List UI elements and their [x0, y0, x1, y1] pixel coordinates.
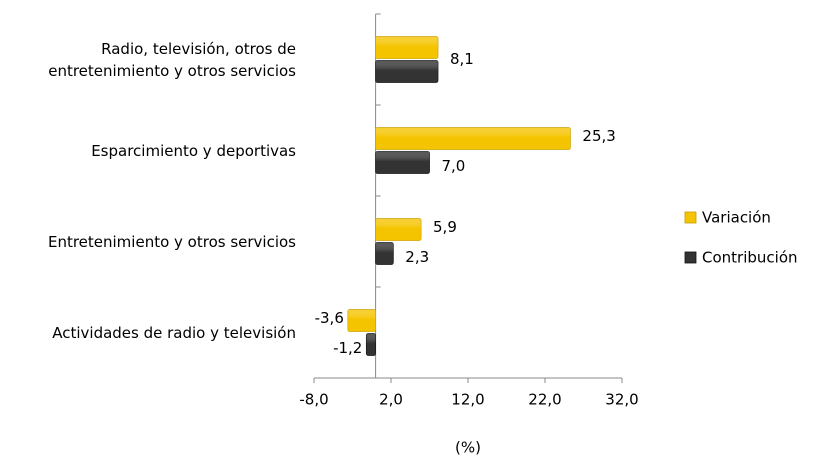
data-label: 5,9	[433, 218, 457, 236]
legend-label: Contribución	[702, 249, 798, 267]
x-axis-label: (%)	[455, 439, 481, 456]
data-label: 25,3	[582, 127, 615, 145]
bar-shine	[375, 127, 571, 150]
legend-swatch	[684, 251, 697, 264]
x-tick-label: 2,0	[379, 391, 403, 409]
bar-shine	[375, 218, 422, 241]
bar-shine	[375, 60, 438, 83]
legend-swatch	[684, 211, 697, 224]
data-label: 7,0	[442, 157, 466, 175]
x-tick-label: 32,0	[605, 391, 638, 409]
bar-shine	[347, 309, 376, 332]
x-tick-label: 12,0	[451, 391, 484, 409]
legend-label: Variación	[702, 209, 771, 227]
data-label: -3,6	[315, 309, 344, 327]
y-tick-label: Actividades de radio y televisión	[52, 323, 296, 342]
data-label: 8,1	[450, 50, 474, 68]
bar-shine	[375, 242, 394, 265]
y-tick-label: Esparcimiento y deportivas	[91, 141, 296, 160]
bar-shine	[375, 151, 430, 174]
data-label: 2,3	[405, 248, 429, 266]
x-tick-label: 22,0	[528, 391, 561, 409]
x-tick-label: -8,0	[299, 391, 328, 409]
y-tick-label: Entretenimiento y otros servicios	[47, 232, 296, 251]
bar-shine	[366, 333, 376, 356]
y-tick-label: Radio, televisión, otros de entretenimie…	[48, 39, 296, 80]
bar-shine	[375, 36, 438, 59]
data-label: -1,2	[333, 339, 362, 357]
